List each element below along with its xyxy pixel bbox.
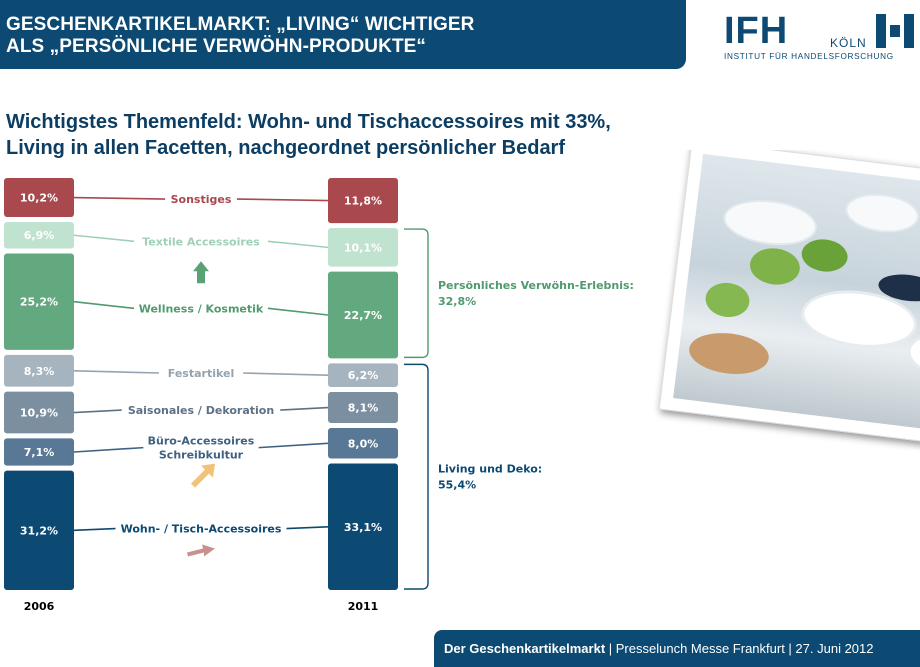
category-label-wellness-kosmetik: Wellness / Kosmetik [139, 302, 264, 315]
value-label-2006-buero-accessoires-schreibkultur: 7,1% [24, 446, 55, 459]
connector-left-buero-accessoires-schreibkultur [73, 446, 144, 453]
slide-subtitle: Wichtigstes Themenfeld: Wohn- und Tischa… [6, 109, 611, 161]
photo-frame [658, 150, 920, 449]
logo-subtitle: INSTITUT FÜR HANDELSFORSCHUNG [724, 52, 894, 61]
category-label-buero-accessoires-schreibkultur-line-1: Büro-Accessoires [148, 435, 255, 448]
title-line-2: ALS „PERSÖNLICHE VERWÖHN-PRODUKTE“ [6, 36, 427, 57]
value-label-2011-wellness-kosmetik: 22,7% [344, 309, 382, 322]
bar-2011-saisonales-dekoration [328, 392, 398, 423]
connector-right-saisonales-dekoration [280, 406, 329, 411]
connector-left-sonstiges [73, 196, 166, 200]
footer-text: Der Geschenkartikelmarkt | Presselunch M… [444, 641, 873, 656]
footer-bar: Der Geschenkartikelmarkt | Presselunch M… [434, 630, 920, 667]
subtitle-line-2: Living in allen Facetten, nachgeordnet p… [6, 137, 566, 159]
arrow-up-right-icon [191, 463, 215, 488]
subtitle-line-1: Wichtigstes Themenfeld: Wohn- und Tischa… [6, 111, 611, 133]
bar-2006-sonstiges [4, 178, 74, 218]
group-value-persoenliches-verwoehn-erlebnis: 32,8% [438, 295, 476, 308]
connector-left-textile-accessoires [73, 234, 135, 243]
connector-left-wohn-tisch-accessoires [73, 527, 116, 532]
category-label-textile-accessoires: Textile Accessoires [142, 235, 260, 248]
connector-left-saisonales-dekoration [73, 409, 122, 414]
category-label-buero-accessoires-schreibkultur-line-2: Schreibkultur [159, 449, 244, 462]
category-label-sonstiges: Sonstiges [171, 193, 232, 206]
arrow-right-icon [187, 544, 215, 557]
year-label-2006: 2006 [24, 600, 55, 613]
connector-left-festartikel [73, 369, 159, 374]
bar-2011-festartikel [328, 363, 398, 388]
connector-right-wohn-tisch-accessoires [286, 525, 329, 530]
group-value-living-und-deko: 55,4% [438, 479, 476, 492]
value-label-2006-festartikel: 8,3% [24, 365, 55, 378]
bar-2011-wohn-tisch-accessoires [328, 463, 398, 590]
value-label-2011-sonstiges: 11,8% [344, 195, 382, 208]
category-label-festartikel: Festartikel [168, 367, 234, 380]
value-label-2006-wellness-kosmetik: 25,2% [20, 296, 58, 309]
connector-right-textile-accessoires [267, 240, 329, 249]
group-label-living-und-deko: Living und Deko: [438, 463, 542, 476]
value-label-2006-textile-accessoires: 6,9% [24, 229, 55, 242]
group-label-persoenliches-verwoehn-erlebnis: Persönliches Verwöhn-Erlebnis: [438, 279, 634, 292]
market-share-chart: 10,2% 6,9% 25,2% 8,3% 10,9% 7,1% 31,2% 2006 11,8… [4, 178, 634, 613]
value-label-2011-saisonales-dekoration: 8,1% [348, 402, 379, 415]
bar-2011-buero-accessoires-schreibkultur [328, 427, 398, 459]
bar-2011-sonstiges [328, 178, 398, 224]
bar-2006-wohn-tisch-accessoires [4, 470, 74, 590]
group-bracket-persoenliches-verwoehn-erlebnis [404, 228, 429, 359]
value-label-2011-textile-accessoires: 10,1% [344, 241, 382, 254]
bar-2006-festartikel [4, 354, 74, 387]
logo-h-icon [876, 14, 914, 48]
page-title: GESCHENKARTIKELMARKT: „LIVING“ WICHTIGER… [6, 14, 474, 58]
category-label-saisonales-dekoration: Saisonales / Dekoration [128, 404, 274, 417]
group-bracket-living-und-deko [404, 363, 429, 590]
bar-2006-saisonales-dekoration [4, 391, 74, 434]
bar-2006-buero-accessoires-schreibkultur [4, 438, 74, 466]
value-label-2011-buero-accessoires-schreibkultur: 8,0% [348, 437, 379, 450]
bar-2006-wellness-kosmetik [4, 253, 74, 350]
bar-2006-textile-accessoires [4, 222, 74, 249]
connector-right-buero-accessoires-schreibkultur [258, 442, 329, 449]
connector-right-wellness-kosmetik [267, 307, 329, 316]
connector-right-festartikel [243, 372, 329, 377]
value-label-2011-wohn-tisch-accessoires: 33,1% [344, 521, 382, 534]
value-label-2006-saisonales-dekoration: 10,9% [20, 407, 58, 420]
logo-mark: IFH [724, 10, 789, 52]
value-label-2006-wohn-tisch-accessoires: 31,2% [20, 524, 58, 537]
year-label-2011: 2011 [348, 600, 379, 613]
bar-2011-textile-accessoires [328, 228, 398, 267]
connector-right-sonstiges [236, 198, 329, 202]
photo-image [673, 153, 920, 435]
value-label-2011-festartikel: 6,2% [348, 369, 379, 382]
value-label-2006-sonstiges: 10,2% [20, 192, 58, 205]
header-bar: GESCHENKARTIKELMARKT: „LIVING“ WICHTIGER… [0, 0, 686, 69]
title-line-1: GESCHENKARTIKELMARKT: „LIVING“ WICHTIGER [6, 14, 475, 35]
arrow-up-icon [193, 261, 209, 284]
footer-bold: Der Geschenkartikelmarkt [444, 641, 606, 656]
bar-2011-wellness-kosmetik [328, 271, 398, 359]
footer-rest: | Presselunch Messe Frankfurt | 27. Juni… [605, 641, 874, 656]
table-setting-photo [650, 150, 920, 450]
logo-city: KÖLN [830, 36, 867, 50]
ifh-logo: IFH KÖLN INSTITUT FÜR HANDELSFORSCHUNG [724, 12, 914, 64]
category-label-wohn-tisch-accessoires: Wohn- / Tisch-Accessoires [121, 523, 282, 536]
connector-left-wellness-kosmetik [73, 300, 135, 310]
